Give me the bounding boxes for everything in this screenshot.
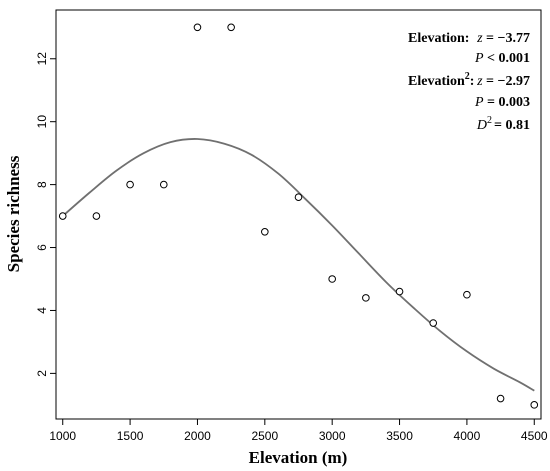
data-points <box>58 23 539 409</box>
x-tick-label: 2500 <box>251 429 278 443</box>
deviance-symbol: D <box>476 118 487 133</box>
elevation-label: Elevation: <box>408 31 469 46</box>
elevation-squared-z-symbol: z <box>476 74 483 89</box>
y-axis-title: Species richness <box>4 155 23 272</box>
elevation-squared-colon: : <box>470 74 475 89</box>
elevation-squared-label: Elevation2: <box>408 71 474 89</box>
y-tick-label: 6 <box>35 244 49 251</box>
elevation-squared-z-stat: z = −2.97 <box>476 74 530 89</box>
data-point <box>429 319 438 327</box>
data-point <box>362 294 370 302</box>
data-point <box>395 287 404 296</box>
elevation-squared-word: Elevation <box>408 74 465 89</box>
deviance-explained-stat: D2 = 0.81 <box>476 115 530 133</box>
data-point <box>463 290 471 299</box>
data-point <box>126 180 134 189</box>
elevation-z-value: = −3.77 <box>483 31 530 46</box>
x-tick-label: 2000 <box>184 429 211 443</box>
deviance-value: = 0.81 <box>494 118 530 133</box>
y-tick-label: 10 <box>35 115 49 129</box>
x-tick-label: 4000 <box>454 429 481 443</box>
elevation-z-stat: z = −3.77 <box>476 31 530 46</box>
x-axis-title: Elevation (m) <box>249 448 348 467</box>
x-tick-label: 3500 <box>386 429 413 443</box>
plot-frame <box>55 9 542 420</box>
x-axis: 1000 1500 2000 2500 3000 3500 4000 4500 <box>49 419 548 443</box>
y-tick-label: 12 <box>35 52 49 66</box>
elevation-squared-sup: 2 <box>465 71 470 82</box>
data-point <box>530 401 539 409</box>
x-tick-label: 1500 <box>117 429 144 443</box>
fit-curve <box>62 138 535 392</box>
y-tick-label: 2 <box>35 370 49 377</box>
elevation-z-symbol: z <box>476 31 483 46</box>
data-point <box>496 394 505 403</box>
y-tick-label: 8 <box>35 181 49 188</box>
elevation-p-value: < 0.001 <box>484 51 530 66</box>
data-point <box>193 23 202 32</box>
data-point <box>261 228 269 236</box>
elevation-p-stat: P < 0.001 <box>474 51 530 66</box>
data-point <box>294 193 303 201</box>
elevation-p-symbol: P <box>474 51 484 66</box>
elevation-squared-p-stat: P = 0.003 <box>474 95 530 110</box>
x-tick-label: 1000 <box>49 429 76 443</box>
elevation-squared-z-value: = −2.97 <box>483 74 530 89</box>
deviance-sup: 2 <box>487 115 492 126</box>
data-point <box>92 212 101 220</box>
stats-annotation: Elevation: z = −3.77 P < 0.001 Elevation… <box>408 31 530 133</box>
x-tick-label: 3000 <box>319 429 346 443</box>
y-axis: 2 4 6 8 10 12 <box>35 52 56 377</box>
x-tick-label: 4500 <box>521 429 548 443</box>
data-point <box>159 180 168 189</box>
data-point <box>58 212 67 220</box>
data-point <box>328 275 336 283</box>
data-point <box>227 23 235 32</box>
elevation-squared-p-symbol: P <box>474 95 484 110</box>
y-tick-label: 4 <box>35 307 49 314</box>
elevation-squared-p-value: = 0.003 <box>484 95 530 110</box>
